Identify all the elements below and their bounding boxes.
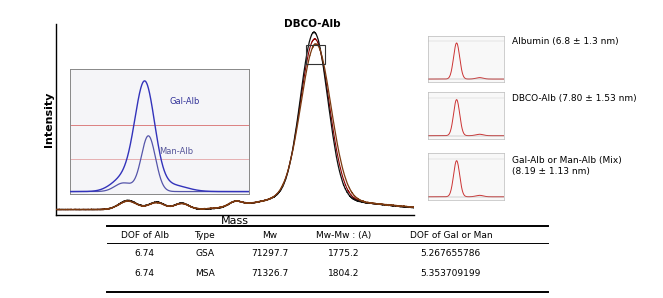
Text: 6.74: 6.74 [135, 249, 154, 258]
Text: DOF of Gal or Man: DOF of Gal or Man [410, 231, 492, 240]
Text: Type: Type [194, 231, 215, 240]
Text: Gal-Alb or Man-Alb (Mix)
(8.19 ± 1.13 nm): Gal-Alb or Man-Alb (Mix) (8.19 ± 1.13 nm… [512, 156, 622, 176]
Text: 71297.7: 71297.7 [251, 249, 288, 258]
Text: DBCO-Alb (7.80 ± 1.53 nm): DBCO-Alb (7.80 ± 1.53 nm) [512, 94, 636, 103]
Text: Albumin (6.8 ± 1.3 nm): Albumin (6.8 ± 1.3 nm) [512, 37, 619, 46]
Text: MSA: MSA [195, 269, 215, 278]
Text: Gal-Alb: Gal-Alb [170, 97, 200, 106]
Text: 5.267655786: 5.267655786 [421, 249, 481, 258]
X-axis label: Mass: Mass [221, 216, 249, 226]
Text: 1775.2: 1775.2 [328, 249, 360, 258]
Text: DBCO-Alb: DBCO-Alb [284, 19, 341, 29]
Text: Man-Alb: Man-Alb [159, 147, 193, 156]
Text: Mw: Mw [263, 231, 277, 240]
Text: 1804.2: 1804.2 [328, 269, 360, 278]
Y-axis label: Intensity: Intensity [44, 91, 54, 147]
Text: 71326.7: 71326.7 [251, 269, 288, 278]
Text: DOF of Alb: DOF of Alb [121, 231, 168, 240]
Text: GSA: GSA [196, 249, 214, 258]
Text: Mw-Mw : (A): Mw-Mw : (A) [316, 231, 372, 240]
Bar [306, 45, 325, 64]
Text: 6.74: 6.74 [135, 269, 154, 278]
Text: 5.353709199: 5.353709199 [420, 269, 481, 278]
